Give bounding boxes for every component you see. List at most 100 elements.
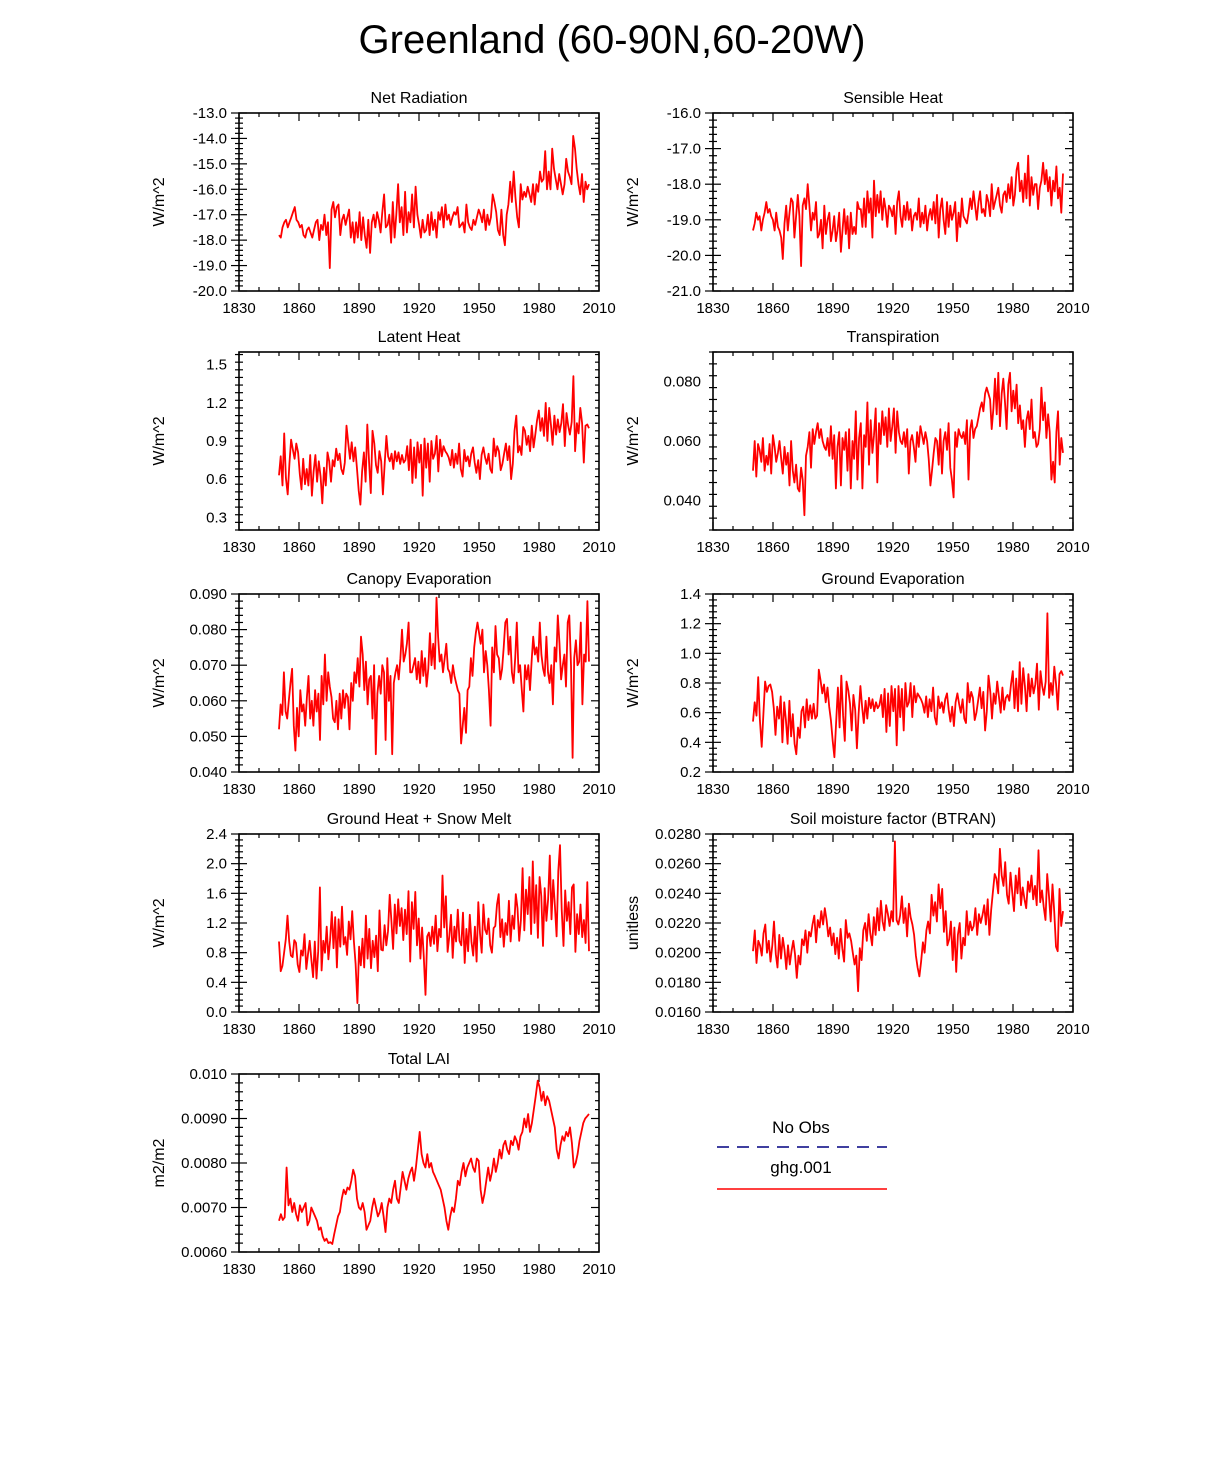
plot-frame [238, 351, 600, 531]
y-tick-label: 0.9 [206, 433, 227, 450]
x-tick-label: 1950 [462, 781, 495, 798]
x-tick-label: 1860 [282, 1021, 315, 1038]
y-tick-label: 0.080 [189, 622, 227, 639]
x-tick-label: 1890 [342, 781, 375, 798]
y-tick-label: 0.6 [206, 471, 227, 488]
panel-title: Ground Evaporation [821, 571, 964, 588]
x-tick-label: 1830 [696, 781, 729, 798]
chart-panel-9: Total LAI m2/m2 1830 1860 1890 1920 1950 1980 20… [151, 1051, 616, 1278]
chart-panel-2: Sensible Heat W/m^2 1830 1860 1890 1920 1950 19… [625, 90, 1090, 317]
panel-title: Total LAI [388, 1051, 450, 1068]
y-tick-label: 0.060 [189, 693, 227, 710]
x-tick-label: 2010 [1056, 781, 1089, 798]
x-tick-label: 1830 [696, 300, 729, 317]
y-tick-label: -19.0 [667, 212, 701, 229]
x-tick-label: 1860 [282, 781, 315, 798]
x-tick-label: 1950 [462, 539, 495, 556]
x-tick-label: 1980 [996, 300, 1029, 317]
y-tick-label: 0.0160 [655, 1004, 701, 1021]
y-tick-label: 0.0180 [655, 974, 701, 991]
x-tick-label: 1890 [342, 1261, 375, 1278]
chart-panel-3: Latent Heat W/m^2 1830 1860 1890 1920 1950 1980… [151, 329, 616, 556]
x-tick-label: 1980 [522, 300, 555, 317]
y-tick-label: -17.0 [193, 207, 227, 224]
panel-title: Sensible Heat [843, 90, 943, 107]
x-tick-label: 1830 [222, 781, 255, 798]
chart-panel-6: Ground Evaporation W/m^2 1830 1860 1890 1920 1… [625, 571, 1090, 798]
page-title: Greenland (60-90N,60-20W) [358, 18, 866, 62]
series-line-ghg-001 [752, 612, 1064, 759]
y-tick-label: 0.0080 [181, 1155, 227, 1172]
y-tick-label: 2.0 [206, 856, 227, 873]
x-tick-label: 1890 [816, 539, 849, 556]
y-tick-label: 0.2 [680, 764, 701, 781]
y-tick-label: 2.4 [206, 826, 227, 843]
y-tick-label: 0.010 [189, 1066, 227, 1083]
y-tick-label: 0.0 [206, 1004, 227, 1021]
plot-frame [712, 833, 1074, 1013]
y-tick-label: 0.0280 [655, 826, 701, 843]
x-tick-label: 1980 [522, 1021, 555, 1038]
series-line-ghg-001 [278, 596, 590, 759]
y-tick-label: -20.0 [667, 247, 701, 264]
series-line-ghg-001 [752, 154, 1064, 268]
y-tick-label: 0.8 [206, 945, 227, 962]
y-tick-label: 0.060 [663, 433, 701, 450]
series-line-ghg-001 [278, 844, 590, 1004]
x-tick-label: 1890 [816, 781, 849, 798]
y-tick-label: 1.2 [206, 915, 227, 932]
chart-panel-7: Ground Heat + Snow Melt W/m^2 1830 1860 1890… [151, 811, 616, 1038]
y-tick-label: 1.4 [680, 586, 701, 603]
y-axis-label: W/m^2 [151, 658, 168, 707]
x-tick-label: 1980 [522, 1261, 555, 1278]
x-tick-label: 2010 [582, 300, 615, 317]
series-line-ghg-001 [278, 375, 590, 506]
y-tick-label: 1.2 [206, 395, 227, 412]
x-tick-label: 1950 [936, 300, 969, 317]
x-tick-label: 1890 [342, 1021, 375, 1038]
x-tick-label: 1830 [222, 300, 255, 317]
x-tick-label: 2010 [582, 539, 615, 556]
x-tick-label: 2010 [1056, 300, 1089, 317]
x-tick-label: 2010 [1056, 539, 1089, 556]
x-tick-label: 1950 [936, 781, 969, 798]
y-tick-label: 0.0240 [655, 885, 701, 902]
series-line-ghg-001 [278, 1079, 590, 1245]
x-tick-label: 1920 [876, 539, 909, 556]
x-tick-label: 2010 [1056, 1021, 1089, 1038]
x-tick-label: 1980 [522, 539, 555, 556]
y-tick-label: 1.5 [206, 357, 227, 374]
x-tick-label: 1980 [996, 1021, 1029, 1038]
y-tick-label: 0.8 [680, 675, 701, 692]
x-tick-label: 1860 [282, 300, 315, 317]
panel-title: Net Radiation [371, 90, 468, 107]
y-tick-label: -16.0 [193, 181, 227, 198]
x-tick-label: 1920 [402, 1261, 435, 1278]
chart-panel-5: Canopy Evaporation W/m^2 1830 1860 1890 1920 1… [151, 571, 616, 798]
y-axis-label: unitless [625, 896, 642, 950]
x-tick-label: 1920 [876, 781, 909, 798]
y-axis-label: W/m^2 [625, 658, 642, 707]
y-tick-label: 0.050 [189, 728, 227, 745]
x-tick-label: 1950 [936, 539, 969, 556]
x-tick-label: 1980 [522, 781, 555, 798]
y-axis-label: W/m^2 [151, 416, 168, 465]
x-tick-label: 2010 [582, 1261, 615, 1278]
y-tick-label: -16.0 [667, 105, 701, 122]
x-tick-label: 1860 [756, 300, 789, 317]
x-tick-label: 1920 [402, 300, 435, 317]
y-tick-label: 0.040 [663, 492, 701, 509]
y-tick-label: -15.0 [193, 156, 227, 173]
x-tick-label: 1830 [222, 1261, 255, 1278]
y-tick-label: -18.0 [667, 176, 701, 193]
x-tick-label: 1950 [462, 1261, 495, 1278]
x-tick-label: 1860 [756, 1021, 789, 1038]
y-axis-label: W/m^2 [151, 177, 168, 226]
x-tick-label: 2010 [582, 1021, 615, 1038]
y-tick-label: 0.080 [663, 374, 701, 391]
y-tick-label: 0.0070 [181, 1200, 227, 1217]
y-tick-label: 0.0090 [181, 1111, 227, 1128]
x-tick-label: 1830 [696, 1021, 729, 1038]
y-tick-label: 0.0200 [655, 945, 701, 962]
series-line-ghg-001 [752, 840, 1064, 993]
